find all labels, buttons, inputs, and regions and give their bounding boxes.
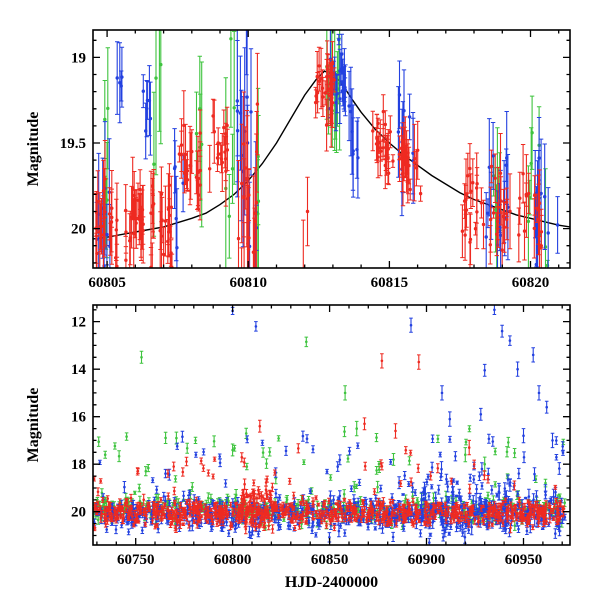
x-tick-label: 60810 [229, 275, 267, 291]
x-tick-label: 60900 [408, 552, 446, 568]
y-tick-label: 18 [71, 457, 86, 473]
x-tick-label: 60850 [311, 552, 349, 568]
series-green-errorcaps [102, 30, 550, 268]
x-tick-label: 60820 [512, 275, 550, 291]
x-tick-label: 60750 [117, 552, 155, 568]
top-panel: 60805 60810 60815 60820 19 19.5 20 Magnitude [25, 29, 571, 291]
y-tick-label: 19.5 [60, 136, 86, 152]
y-tick-label: 19 [71, 50, 86, 66]
y-tick-labels: 19 19.5 20 [60, 50, 86, 237]
y-axis-label: Magnitude [25, 112, 42, 187]
series-red-points [94, 60, 544, 268]
series-green-errorbars [104, 30, 549, 268]
series-red-errorcaps [93, 40, 544, 268]
y-tick-labels: 12 14 16 18 20 [71, 315, 87, 521]
y-tick-label: 20 [71, 505, 86, 521]
y-tick-label: 20 [71, 222, 86, 238]
y-tick-label: 14 [71, 362, 87, 378]
series-red [93, 353, 566, 535]
y-tick-label: 12 [71, 315, 86, 331]
x-tick-labels: 60750 60800 60850 60900 60950 [117, 552, 542, 568]
bottom-panel: 60750 60800 60850 60900 60950 12 14 16 18 20 Magni… [25, 304, 571, 591]
y-tick-label: 16 [71, 410, 87, 426]
x-tick-labels: 60805 60810 60815 60820 [88, 275, 549, 291]
plot-frame [92, 29, 571, 269]
top-plot-area [93, 30, 570, 268]
x-tick-label: 60800 [214, 552, 252, 568]
x-tick-label: 60815 [371, 275, 409, 291]
x-tick-label: 60950 [505, 552, 543, 568]
plot-frame [92, 304, 571, 546]
x-axis-label: HJD-2400000 [285, 574, 378, 591]
series-red-points [93, 359, 565, 531]
axis-ticks [93, 305, 570, 545]
x-tick-label: 60805 [88, 275, 126, 291]
series-green [102, 30, 550, 268]
axis-ticks [93, 30, 570, 268]
y-axis-label: Magnitude [25, 388, 42, 463]
bottom-plot-area [93, 305, 567, 545]
